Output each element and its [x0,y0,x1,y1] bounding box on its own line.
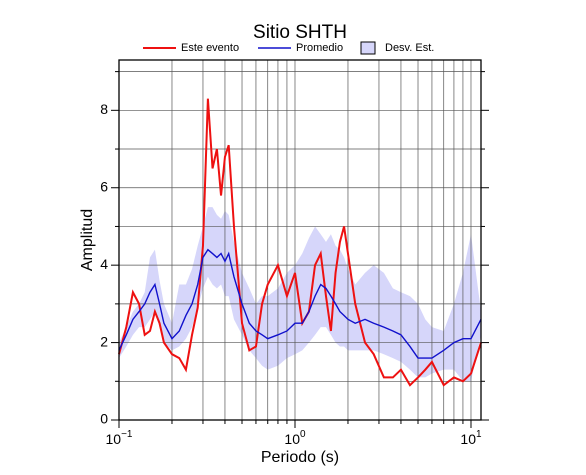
y-tick-label: 6 [100,178,108,194]
x-axis-label: Periodo (s) [261,449,339,466]
x-tick-label: 10−1 [106,429,133,447]
chart-title: Sitio SHTH [253,22,347,43]
tick-exponent: −1 [121,429,133,440]
x-tick-label: 100 [284,429,306,447]
y-tick-label: 4 [100,256,108,272]
plot-frame [118,59,482,421]
legend-label: Promedio [296,42,343,54]
legend-label: Desv. Est. [385,42,434,54]
legend-swatch [360,41,376,55]
y-tick-label: 0 [100,411,108,427]
tick-base: 10 [460,431,476,447]
series-line [118,98,482,387]
tick-exponent: 1 [476,429,482,440]
y-tick-label: 2 [100,333,108,349]
series-line [118,248,482,359]
tick-base: 10 [106,431,122,447]
y-axis-label: Amplitud [79,209,96,271]
tick-exponent: 0 [300,429,306,440]
y-tick-label: 8 [100,101,108,117]
x-tick-label: 101 [460,429,482,447]
tick-base: 10 [284,431,300,447]
legend-label: Este evento [181,42,239,54]
